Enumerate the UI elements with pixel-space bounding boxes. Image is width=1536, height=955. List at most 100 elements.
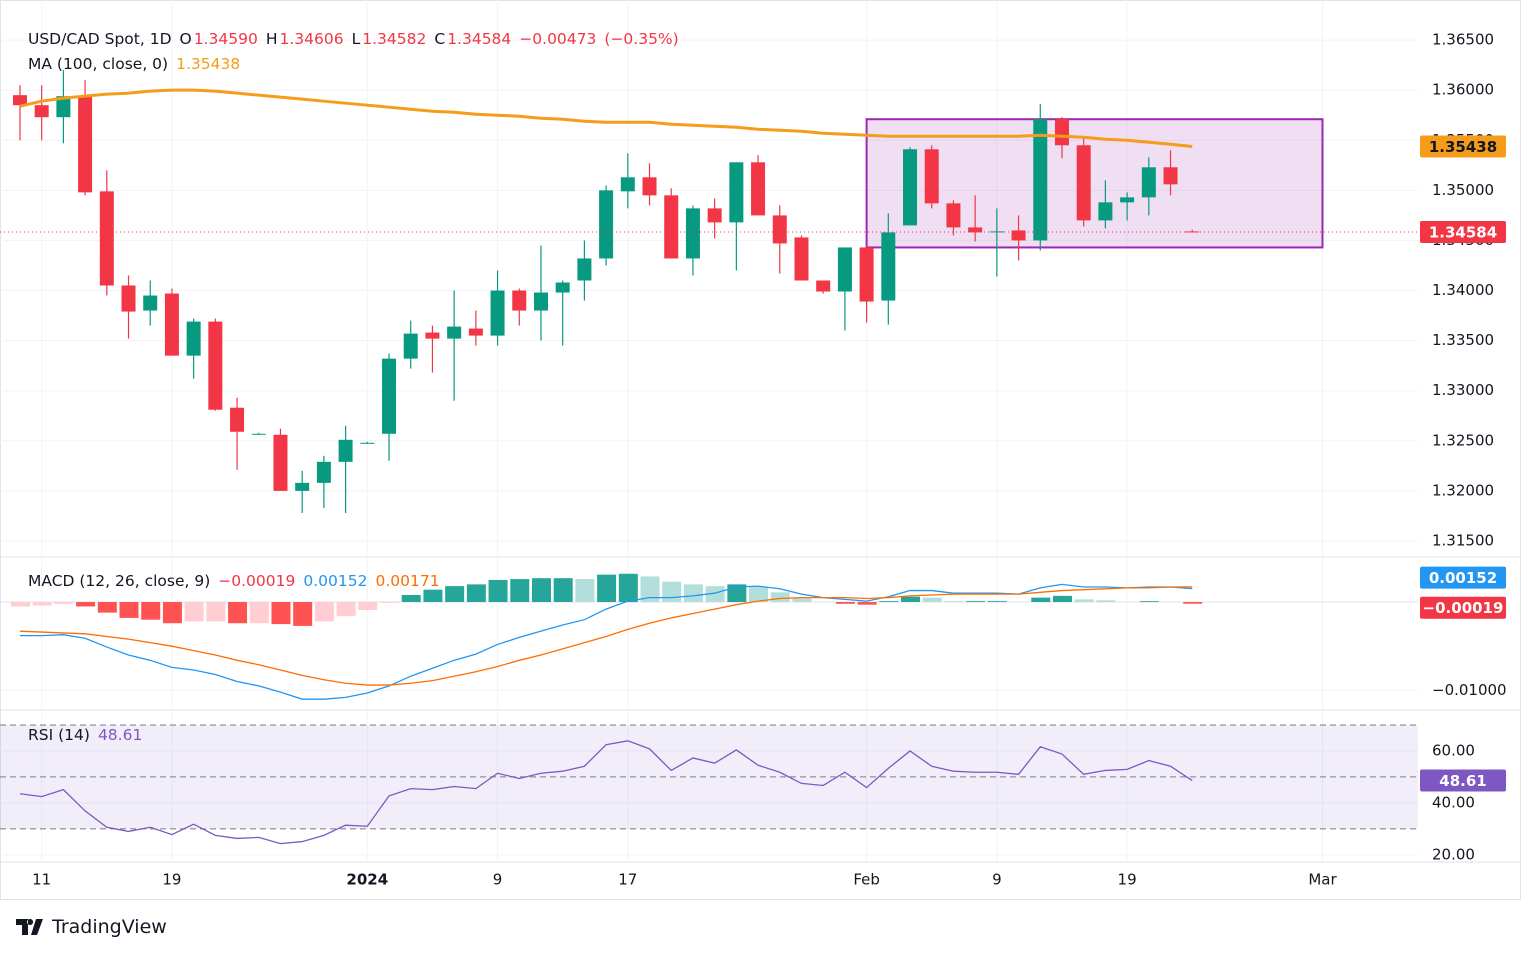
y-tick-label: 1.36000 bbox=[1432, 81, 1494, 99]
macd-hist-bar bbox=[901, 596, 921, 603]
macd-hist-bar bbox=[575, 579, 595, 603]
candle-body bbox=[230, 407, 245, 432]
macd-name: MACD (12, 26, close, 9) bbox=[28, 572, 211, 590]
macd-hist-bar bbox=[119, 602, 139, 618]
macd-hist-bar bbox=[162, 602, 182, 624]
macd-hist-bar bbox=[770, 592, 790, 603]
macd-hist-bar bbox=[423, 589, 443, 603]
logo-text: TradingView bbox=[52, 916, 167, 938]
x-tick-label: 19 bbox=[1118, 871, 1137, 889]
candle-body bbox=[685, 208, 700, 259]
y-tick-label: 1.35000 bbox=[1432, 181, 1494, 199]
candle-body bbox=[577, 258, 592, 281]
hist-value: −0.00019 bbox=[218, 572, 296, 590]
candle-body bbox=[56, 96, 71, 118]
candle-body bbox=[143, 295, 158, 311]
candle-body bbox=[338, 439, 353, 462]
candle-body bbox=[664, 195, 679, 259]
candle-body bbox=[251, 433, 266, 435]
candle-body bbox=[295, 482, 310, 491]
price-tag-label: 48.61 bbox=[1439, 772, 1486, 790]
rsi-legend: RSI (14) 48.61 bbox=[28, 726, 150, 744]
candle-body bbox=[99, 191, 114, 286]
y-tick-label: 20.00 bbox=[1432, 845, 1475, 863]
candle-body bbox=[968, 227, 983, 233]
candle-body bbox=[924, 149, 939, 204]
candle-body bbox=[794, 237, 809, 281]
candle-body bbox=[642, 177, 657, 196]
ohlc: O 1.34590 H 1.34606 L 1.34582 C 1.34584 bbox=[180, 30, 520, 48]
ma-value: 1.35438 bbox=[176, 55, 241, 73]
macd-hist-bar bbox=[97, 602, 117, 613]
price-tag-bg bbox=[1420, 566, 1506, 589]
candle-body bbox=[208, 321, 223, 410]
y-tick-label: 1.33500 bbox=[1432, 331, 1494, 349]
ohlc-key: L bbox=[351, 30, 361, 48]
price-tag-label: −0.00019 bbox=[1423, 599, 1504, 617]
ohlc-value: 1.34590 bbox=[193, 30, 258, 48]
candle-body bbox=[1120, 197, 1135, 203]
macd-hist-bar bbox=[293, 602, 313, 626]
macd-value: 0.00152 bbox=[303, 572, 368, 590]
candle-body bbox=[1098, 202, 1113, 221]
candle-body bbox=[837, 247, 852, 292]
candle-body bbox=[512, 290, 527, 311]
candle-body bbox=[186, 321, 201, 356]
candle-body bbox=[859, 247, 874, 302]
macd-hist-bar bbox=[1096, 600, 1116, 603]
macd-hist-bar bbox=[1183, 602, 1203, 604]
price-tag-bg bbox=[1420, 769, 1506, 792]
macd-hist-bar bbox=[1139, 601, 1159, 603]
ohlc-key: H bbox=[265, 30, 278, 48]
change: −0.00473 bbox=[519, 30, 597, 48]
macd-hist-bar bbox=[54, 602, 74, 604]
candle-body bbox=[360, 442, 375, 444]
ohlc-value: 1.34582 bbox=[362, 30, 427, 48]
macd-hist-bar bbox=[271, 602, 291, 625]
candle-body bbox=[403, 333, 418, 359]
candle-body bbox=[1163, 167, 1178, 185]
macd-hist-bar bbox=[510, 579, 530, 603]
price-tag-bg bbox=[1420, 596, 1506, 619]
macd-hist-bar bbox=[618, 573, 638, 603]
macd-hist-bar bbox=[401, 594, 421, 603]
y-tick-label: −0.01000 bbox=[1432, 681, 1507, 699]
price-tag-label: 1.35438 bbox=[1429, 138, 1497, 156]
x-tick-label: 11 bbox=[32, 871, 51, 889]
range-box bbox=[865, 118, 1324, 249]
x-tick-label: 19 bbox=[162, 871, 181, 889]
candle-body bbox=[772, 215, 787, 244]
y-tick-label: 1.32000 bbox=[1432, 481, 1494, 499]
macd-hist-bar bbox=[662, 581, 682, 603]
macd-hist-bar bbox=[705, 586, 725, 603]
price-tag: 1.35438 bbox=[1420, 135, 1506, 158]
macd-line bbox=[19, 583, 1193, 700]
rsi-value: 48.61 bbox=[97, 726, 143, 744]
macd-hist-bar bbox=[597, 574, 617, 603]
rsi-line bbox=[19, 740, 1193, 845]
ma-name: MA (100, close, 0) bbox=[28, 55, 169, 73]
macd-hist-bar bbox=[749, 587, 769, 603]
candle-body bbox=[533, 292, 548, 311]
ohlc-key: C bbox=[434, 30, 446, 48]
x-tick-label: 9 bbox=[493, 871, 503, 889]
frame bbox=[0, 0, 1521, 900]
candle-body bbox=[620, 177, 635, 192]
candle-body bbox=[121, 285, 136, 312]
macd-hist-bar bbox=[249, 602, 269, 624]
macd-hist-bar bbox=[640, 576, 660, 603]
signal-value: 0.00171 bbox=[375, 572, 440, 590]
macd-hist-bar bbox=[1052, 595, 1072, 603]
chart: 11 19 2024 9 17 Feb 9 19 Mar 1.31500 1.32000 1.3250… bbox=[0, 0, 1521, 900]
ohlc-key: O bbox=[179, 30, 192, 48]
price-tag: −0.00019 bbox=[1420, 596, 1506, 619]
candle-body bbox=[1076, 145, 1091, 221]
ohlc-legend: USD/CAD Spot, 1D O 1.34590 H 1.34606 L 1.34582… bbox=[28, 30, 687, 48]
price-tag-label: 0.00152 bbox=[1429, 569, 1497, 587]
candle-body bbox=[490, 290, 505, 336]
candle-body bbox=[1141, 167, 1156, 198]
macd-hist-bar bbox=[1031, 597, 1051, 603]
macd-hist-bar bbox=[466, 584, 486, 603]
y-tick-label: 1.32500 bbox=[1432, 431, 1494, 449]
